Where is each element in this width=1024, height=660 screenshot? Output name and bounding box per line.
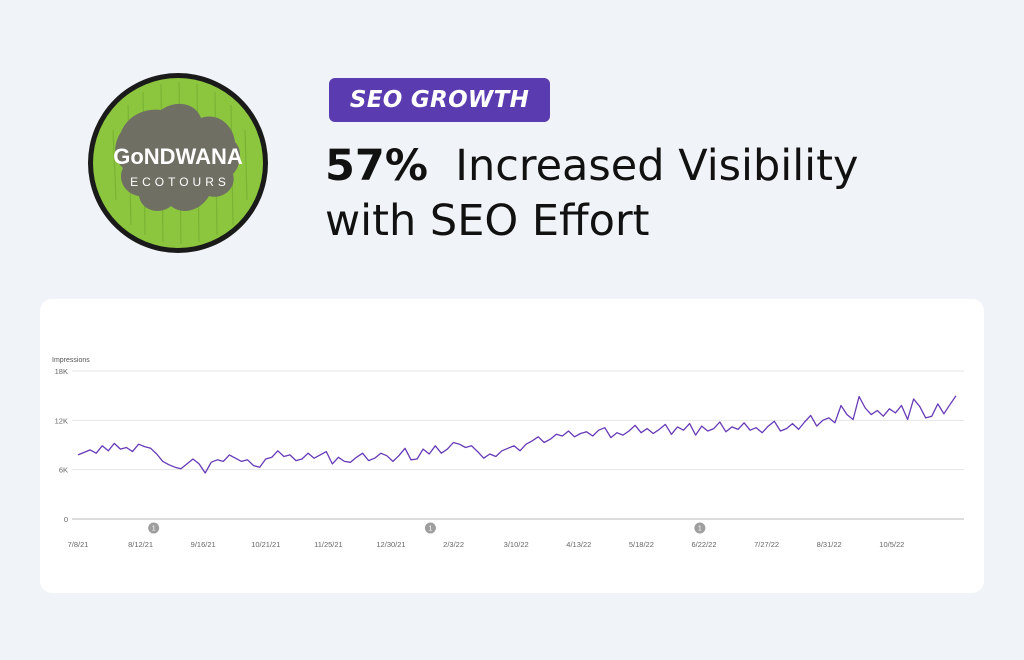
y-tick-label: 6K bbox=[59, 466, 68, 475]
y-tick-label: 18K bbox=[55, 367, 68, 376]
x-tick-label: 8/31/22 bbox=[817, 540, 842, 549]
y-tick-label: 0 bbox=[64, 515, 68, 524]
x-tick-label: 2/3/22 bbox=[443, 540, 464, 549]
annotation-marker[interactable]: 1 bbox=[424, 522, 436, 534]
x-tick-label: 8/12/21 bbox=[128, 540, 153, 549]
seo-growth-badge: SEO GROWTH bbox=[329, 78, 550, 122]
gondwana-ecotours-logo: GoNDWANA ECOTOURS bbox=[88, 73, 268, 253]
x-axis-ticks: 7/8/21 8/12/21 9/16/21 10/21/21 11/25/21 12/3… bbox=[68, 540, 905, 549]
x-tick-label: 11/25/21 bbox=[314, 540, 343, 549]
y-axis-ticks: 0 6K 12K 18K bbox=[55, 367, 68, 524]
badge-label: SEO GROWTH bbox=[349, 87, 530, 113]
x-tick-label: 4/13/22 bbox=[566, 540, 591, 549]
logo-continent-shape bbox=[115, 103, 241, 211]
annotation-marker[interactable]: 1 bbox=[148, 522, 160, 534]
headline-line1-text: Increased Visibility bbox=[455, 141, 859, 191]
x-tick-label: 7/8/21 bbox=[68, 540, 89, 549]
chart-grid bbox=[72, 370, 964, 520]
x-tick-label: 9/16/21 bbox=[191, 540, 216, 549]
annotation-marker-label: 1 bbox=[152, 526, 156, 533]
y-axis-label: Impressions bbox=[52, 357, 90, 364]
x-tick-label: 6/22/22 bbox=[691, 540, 716, 549]
chart-annotations: 1 1 1 bbox=[148, 522, 706, 534]
annotation-marker[interactable]: 1 bbox=[694, 522, 706, 534]
x-tick-label: 5/18/22 bbox=[629, 540, 654, 549]
impressions-chart: Impressions 0 6K 12K 18K 7/8/21 8/12/21 9/16/… bbox=[52, 357, 964, 549]
logo-title-text: GoNDWANA bbox=[113, 144, 243, 169]
annotation-marker-label: 1 bbox=[698, 526, 702, 533]
y-tick-label: 12K bbox=[55, 416, 68, 425]
impressions-series-line bbox=[77, 395, 957, 474]
logo-subtitle-text: ECOTOURS bbox=[130, 175, 230, 189]
x-tick-label: 7/27/22 bbox=[754, 540, 779, 549]
annotation-marker-circle bbox=[148, 522, 160, 534]
annotation-marker-circle bbox=[694, 522, 706, 534]
x-tick-label: 3/10/22 bbox=[504, 540, 529, 549]
annotation-marker-circle bbox=[424, 522, 436, 534]
headline-percent: 57% bbox=[325, 141, 428, 191]
headline-line2-text: with SEO Effort bbox=[325, 196, 650, 246]
x-tick-label: 12/30/21 bbox=[376, 540, 405, 549]
annotation-marker-label: 1 bbox=[428, 526, 432, 533]
x-tick-label: 10/21/21 bbox=[251, 540, 280, 549]
x-tick-label: 10/5/22 bbox=[879, 540, 904, 549]
page-headline: 57% Increased Visibility with SEO Effort bbox=[325, 139, 858, 249]
chart-card: Impressions 0 6K 12K 18K 7/8/21 8/12/21 9/16/… bbox=[40, 299, 984, 593]
